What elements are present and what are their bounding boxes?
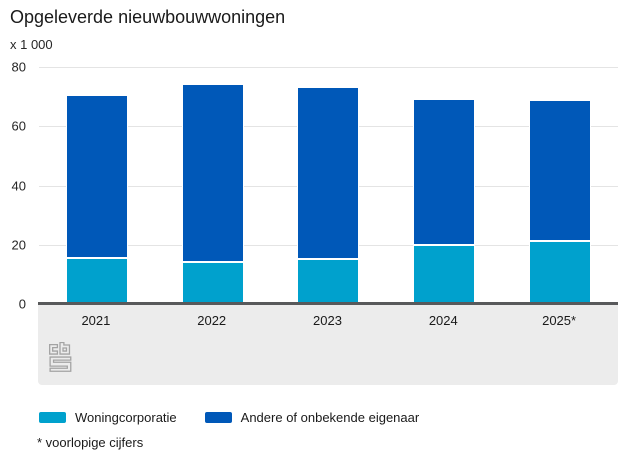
y-tick-label-40: 40 bbox=[11, 178, 26, 193]
bar-slot bbox=[386, 67, 502, 304]
legend-item-woningcorporatie[interactable]: Woningcorporatie bbox=[39, 410, 177, 425]
bar-slot bbox=[155, 67, 271, 304]
bar-2021 bbox=[65, 94, 128, 304]
bar-segment-2023-woningcorporatie[interactable] bbox=[297, 259, 360, 304]
bar-2023 bbox=[297, 86, 360, 304]
legend-label: Woningcorporatie bbox=[75, 410, 177, 425]
x-axis-label-2025: 2025* bbox=[542, 313, 577, 328]
y-tick-label-80: 80 bbox=[11, 59, 26, 75]
legend-item-andere-of-onbekende-eigenaar[interactable]: Andere of onbekende eigenaar bbox=[204, 410, 420, 425]
x-axis-labels: 2021 2022 2023 2024 2025* bbox=[38, 305, 617, 328]
plot-area bbox=[39, 67, 618, 304]
footnote: * voorlopige cijfers bbox=[37, 435, 144, 450]
bar-segment-2023-andere-of-onbekende-eigenaar[interactable] bbox=[297, 86, 360, 260]
bar-2022 bbox=[181, 83, 244, 304]
y-tick-label-20: 20 bbox=[11, 237, 26, 253]
y-axis-tick-labels: 0 20 40 60 80 bbox=[0, 0, 26, 470]
legend-swatch bbox=[39, 412, 66, 423]
bar-segment-2024-andere-of-onbekende-eigenaar[interactable] bbox=[413, 99, 476, 246]
bar-segment-2025-andere-of-onbekende-eigenaar[interactable] bbox=[529, 99, 592, 242]
bar-segment-2022-andere-of-onbekende-eigenaar[interactable] bbox=[181, 83, 244, 263]
bar-segment-2024-woningcorporatie[interactable] bbox=[413, 245, 476, 304]
x-axis-baseline bbox=[38, 302, 618, 305]
y-tick-label-0: 0 bbox=[18, 296, 26, 312]
chart-legend: Woningcorporatie Andere of onbekende eige… bbox=[39, 410, 419, 425]
y-tick-label-60: 60 bbox=[11, 118, 26, 134]
bar-segment-2022-woningcorporatie[interactable] bbox=[181, 262, 244, 304]
bar-slot bbox=[271, 67, 387, 304]
bar-segment-2021-woningcorporatie[interactable] bbox=[65, 258, 128, 304]
legend-label: Andere of onbekende eigenaar bbox=[240, 410, 420, 425]
bar-2024 bbox=[413, 99, 476, 304]
chart-title: Opgeleverde nieuwbouwwoningen bbox=[10, 7, 286, 27]
x-axis-label-2021: 2021 bbox=[81, 313, 111, 328]
bar-2025 bbox=[529, 99, 592, 304]
x-axis-panel: 2021 2022 2023 2024 2025* bbox=[38, 305, 618, 385]
bar-series-container bbox=[39, 67, 618, 304]
legend-swatch bbox=[204, 412, 232, 423]
bar-slot bbox=[502, 67, 618, 304]
x-axis-label-2023: 2023 bbox=[313, 313, 342, 328]
y-axis-unit-label: x 1 000 bbox=[10, 37, 53, 52]
bar-slot bbox=[39, 67, 155, 304]
cbs-logo-icon bbox=[49, 342, 72, 372]
x-axis-label-2022: 2022 bbox=[197, 313, 227, 328]
bar-segment-2025-woningcorporatie[interactable] bbox=[529, 241, 592, 304]
x-axis-label-2024: 2024 bbox=[428, 313, 458, 328]
gridline-80 bbox=[39, 67, 618, 68]
bar-segment-2021-andere-of-onbekende-eigenaar[interactable] bbox=[65, 94, 128, 259]
